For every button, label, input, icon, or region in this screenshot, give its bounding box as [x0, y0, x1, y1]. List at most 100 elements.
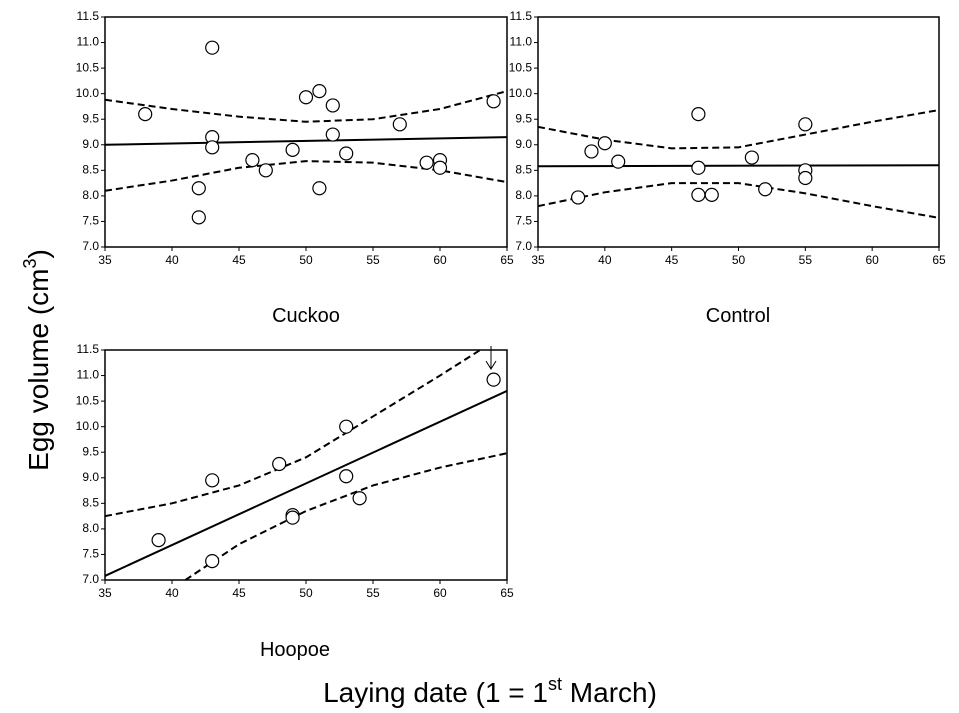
point — [486, 94, 501, 109]
point — [312, 181, 327, 196]
panel-title: Control — [706, 305, 770, 327]
point — [744, 150, 759, 165]
x-tick-label: 60 — [433, 586, 447, 600]
point — [325, 127, 340, 142]
y-tick-label: 10.5 — [509, 60, 533, 74]
x-tick-label: 55 — [366, 253, 380, 267]
y-tick-label: 11.5 — [77, 9, 100, 23]
x-tick-label: 60 — [865, 253, 879, 267]
point — [245, 153, 260, 168]
confidence-line — [105, 350, 481, 518]
y-label-text: ) — [23, 249, 54, 258]
y-tick-label: 8.5 — [82, 163, 99, 177]
x-tick-label: 60 — [433, 253, 447, 267]
point — [758, 182, 773, 197]
point — [798, 117, 813, 132]
point — [597, 136, 612, 151]
x-tick-label: 40 — [598, 253, 612, 267]
point — [691, 160, 706, 175]
fit-line — [538, 164, 939, 168]
point — [325, 98, 340, 113]
x-tick-label: 45 — [232, 586, 246, 600]
y-tick-label: 9.5 — [82, 444, 99, 458]
y-label-text: Egg volume (cm — [23, 269, 54, 471]
y-tick-label: 8.5 — [82, 496, 99, 510]
confidence-line — [184, 452, 507, 580]
point — [191, 210, 206, 225]
y-tick-label: 7.5 — [82, 214, 99, 228]
y-tick-label: 8.0 — [82, 521, 99, 535]
point — [691, 187, 706, 202]
point — [339, 419, 354, 434]
y-tick-label: 11.5 — [510, 9, 533, 23]
point — [205, 473, 220, 488]
point — [584, 144, 599, 159]
fit-line — [105, 389, 507, 577]
x-label-sup: st — [548, 674, 562, 694]
point — [151, 533, 166, 548]
y-tick-label: 10.0 — [76, 419, 100, 433]
x-tick-label: 65 — [932, 253, 946, 267]
point — [704, 187, 719, 202]
y-tick-label: 7.0 — [82, 239, 99, 253]
point — [432, 160, 448, 175]
x-tick-label: 40 — [165, 253, 179, 267]
confidence-line — [538, 182, 939, 219]
x-tick-label: 35 — [98, 253, 112, 267]
point — [205, 553, 220, 569]
x-tick-label: 35 — [531, 253, 545, 267]
x-tick-label: 45 — [665, 253, 679, 267]
y-tick-label: 8.0 — [82, 188, 99, 202]
x-tick-label: 40 — [165, 586, 179, 600]
x-tick-label: 50 — [299, 253, 313, 267]
y-tick-label: 11.0 — [77, 35, 100, 49]
y-tick-label: 11.0 — [510, 35, 533, 49]
x-label-text: Laying date (1 = 1 — [323, 677, 548, 708]
point — [285, 510, 300, 525]
y-tick-label: 9.0 — [82, 137, 99, 151]
y-tick-label: 8.5 — [515, 163, 532, 177]
x-tick-label: 55 — [799, 253, 813, 267]
y-tick-label: 9.0 — [515, 137, 532, 151]
y-tick-label: 7.5 — [515, 214, 532, 228]
point — [392, 117, 407, 132]
y-label-sup: 3 — [20, 259, 40, 269]
x-tick-label: 50 — [299, 586, 313, 600]
point — [798, 170, 813, 186]
y-tick-label: 7.0 — [515, 239, 532, 253]
point — [352, 491, 367, 506]
point — [258, 163, 273, 178]
y-tick-label: 9.5 — [515, 111, 532, 125]
plot-frame — [104, 16, 508, 248]
y-tick-label: 10.5 — [76, 60, 100, 74]
panel: 35 40 45 50 55 60 65 7.0 7.5 8.0 8.5 9.0 9.5 10.0 10.5… — [76, 342, 514, 661]
y-tick-label: 7.5 — [82, 547, 99, 561]
point — [138, 107, 153, 122]
confidence-line — [105, 90, 507, 123]
y-tick-label: 7.0 — [82, 572, 99, 586]
panel-title: Cuckoo — [272, 305, 340, 327]
panel: 35 40 45 50 55 60 65 7.0 7.5 8.0 8.5 9.0 9.5 10.0 10.5… — [76, 9, 514, 327]
point — [191, 181, 206, 196]
point — [611, 154, 626, 169]
x-label-text: March) — [562, 677, 657, 708]
point — [339, 469, 354, 484]
plot-frame — [537, 16, 940, 248]
y-tick-label: 8.0 — [515, 188, 532, 202]
fit-line — [105, 136, 507, 146]
point — [205, 140, 220, 155]
point — [285, 142, 300, 157]
y-tick-label: 10.0 — [76, 86, 100, 100]
x-tick-label: 65 — [500, 253, 514, 267]
point — [339, 146, 354, 161]
x-tick-label: 50 — [732, 253, 746, 267]
point — [298, 90, 314, 105]
x-tick-label: 35 — [98, 586, 112, 600]
y-tick-label: 10.5 — [76, 393, 100, 407]
point — [486, 372, 501, 387]
x-axis-label: Laying date (1 = 1st March) — [323, 674, 657, 708]
panel: 35 40 45 50 55 60 65 7.0 7.5 8.0 8.5 9.0 9.5 10.0 10.5… — [509, 9, 946, 327]
point — [570, 190, 586, 205]
point — [312, 84, 327, 99]
